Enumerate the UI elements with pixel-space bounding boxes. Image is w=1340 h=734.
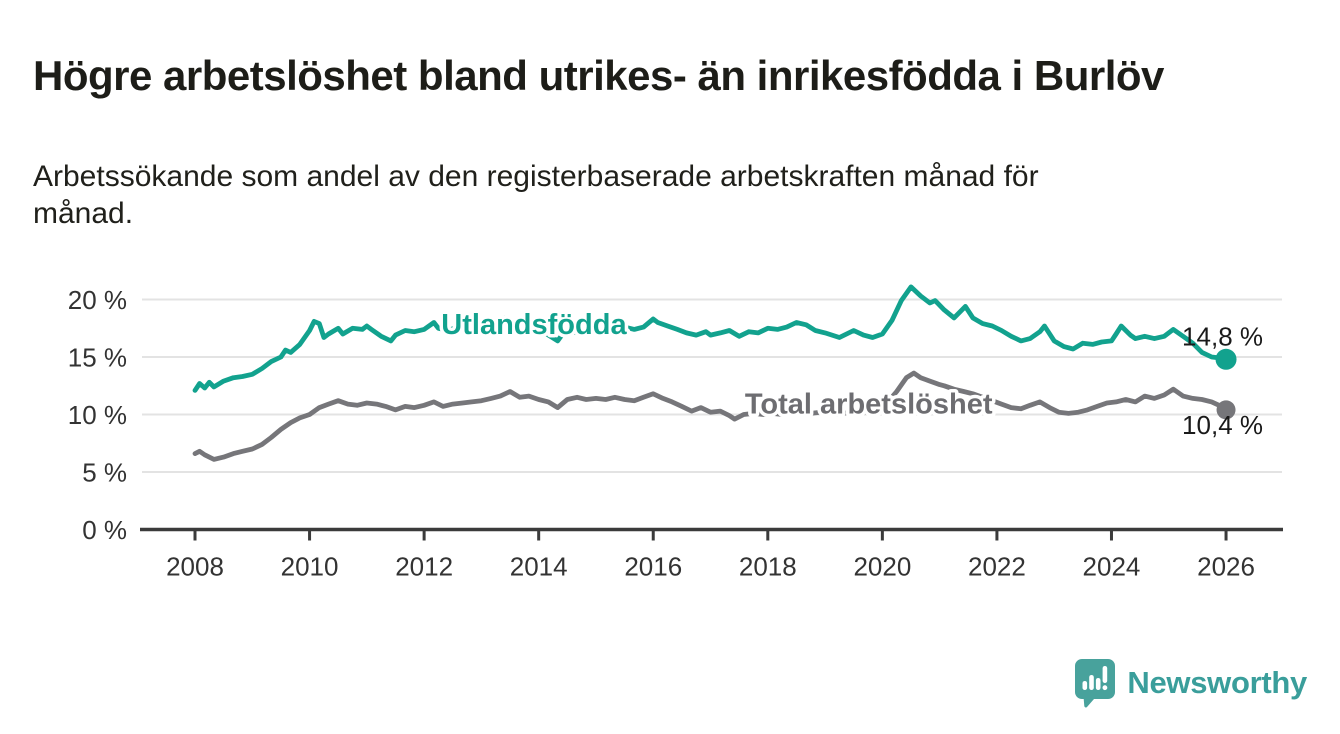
y-axis-label: 15 %	[68, 343, 127, 373]
x-axis-label: 2020	[853, 552, 911, 582]
series-end-value-label: 10,4 %	[1182, 410, 1263, 440]
series-line-utlandsfodda	[192, 284, 1229, 393]
x-axis-label: 2022	[968, 552, 1026, 582]
x-axis-label: 2010	[281, 552, 339, 582]
y-axis-label: 20 %	[68, 285, 127, 315]
series-line-total	[192, 370, 1229, 462]
chart-subtitle-line2: månad.	[33, 197, 134, 230]
series-label: Total arbetslöshet	[745, 388, 993, 420]
x-axis-label: 2012	[395, 552, 453, 582]
series-label: Utlandsfödda	[441, 309, 627, 341]
brand-footer: Newsworthy	[1074, 658, 1307, 708]
y-axis-label: 0 %	[82, 515, 127, 545]
x-axis-label: 2008	[166, 552, 224, 582]
y-axis-label: 5 %	[82, 458, 127, 488]
bar-chart-speech-bubble-icon	[1075, 659, 1116, 708]
series-end-dot	[1215, 348, 1237, 370]
x-axis-label: 2026	[1197, 552, 1255, 582]
x-axis-label: 2014	[510, 552, 568, 582]
page-title: Högre arbetslöshet bland utrikes- än inr…	[33, 52, 1164, 100]
x-axis-label: 2024	[1083, 552, 1141, 582]
chart-subtitle: Arbetssökande som andel av den registerb…	[33, 158, 1253, 232]
x-axis-label: 2016	[624, 552, 682, 582]
logo-bars	[1082, 666, 1108, 691]
series-end-value-label: 14,8 %	[1182, 321, 1263, 351]
brand-wordmark: Newsworthy	[1127, 665, 1307, 700]
series-end-dot	[1216, 400, 1236, 420]
speech-bubble-shape	[1075, 659, 1116, 708]
x-axis-label: 2018	[739, 552, 797, 582]
chart-subtitle-line1: Arbetssökande som andel av den registerb…	[33, 160, 1039, 193]
y-axis-label: 10 %	[68, 400, 127, 430]
